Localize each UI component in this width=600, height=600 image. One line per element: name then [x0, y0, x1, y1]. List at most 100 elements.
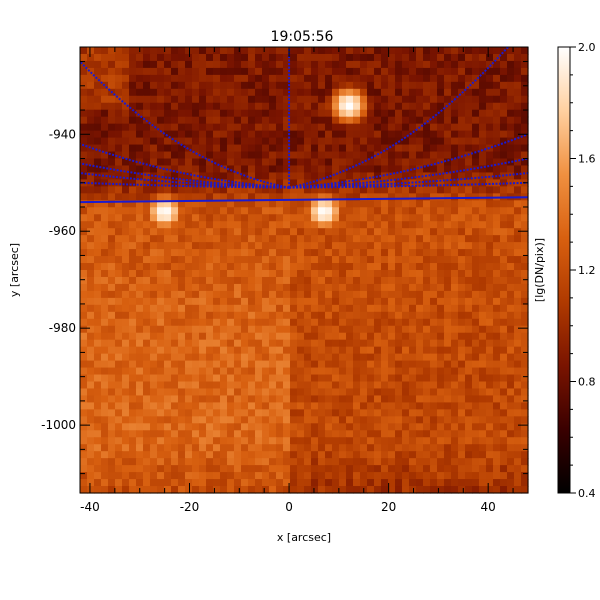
heatmap-cell [430, 486, 438, 494]
heatmap-cell [220, 53, 228, 62]
heatmap-cell [409, 81, 417, 90]
heatmap-cell [136, 67, 144, 76]
heatmap-cell [395, 186, 403, 194]
heatmap-cell [381, 67, 389, 76]
heatmap-cell [157, 318, 165, 327]
heatmap-cell [234, 242, 242, 250]
heatmap-cell [290, 374, 298, 383]
heatmap-cell [318, 88, 326, 97]
heatmap-cell [472, 158, 480, 167]
heatmap-cell [283, 242, 291, 250]
heatmap-cell [164, 430, 172, 438]
heatmap-cell [248, 67, 256, 76]
heatmap-cell [143, 200, 151, 208]
heatmap-cell [381, 158, 389, 167]
heatmap-cell [416, 297, 424, 306]
heatmap-cell [444, 67, 452, 76]
heatmap-cell [402, 381, 410, 390]
heatmap-cell [360, 151, 368, 160]
heatmap-cell [213, 74, 221, 83]
heatmap-cell [437, 395, 445, 404]
heatmap-cell [493, 360, 501, 369]
heatmap-cell [458, 430, 466, 438]
heatmap-cell [80, 228, 88, 236]
heatmap-cell [136, 353, 144, 362]
heatmap-cell [388, 214, 396, 222]
heatmap-cell [129, 137, 137, 146]
heatmap-cell [185, 423, 193, 431]
heatmap-cell [402, 304, 410, 313]
heatmap-cell [115, 381, 123, 390]
heatmap-cell [451, 235, 459, 243]
heatmap-cell [479, 402, 487, 410]
heatmap-cell [115, 409, 123, 417]
heatmap-cell [206, 200, 214, 208]
heatmap-cell [332, 430, 340, 438]
heatmap-cell [80, 339, 88, 348]
heatmap-cell [171, 479, 179, 487]
heatmap-cell [94, 270, 102, 278]
heatmap-cell [178, 158, 186, 167]
heatmap-cell [234, 409, 242, 417]
heatmap-cell [164, 256, 172, 264]
x-tick-label: 20 [381, 500, 396, 514]
heatmap-cell [262, 186, 270, 194]
heatmap-cell [325, 88, 333, 97]
heatmap-cell [255, 346, 263, 355]
heatmap-cell [311, 374, 319, 383]
heatmap-cell [290, 430, 298, 438]
heatmap-cell [367, 60, 375, 69]
heatmap-cell [171, 374, 179, 383]
heatmap-cell [178, 367, 186, 376]
heatmap-cell [150, 270, 158, 278]
heatmap-cell [388, 381, 396, 390]
heatmap-cell [458, 214, 466, 222]
heatmap-cell [325, 95, 333, 104]
colorbar-tick-label: 0.8 [578, 376, 596, 389]
heatmap-cell [101, 409, 109, 417]
heatmap-cell [346, 332, 354, 341]
heatmap-cell [381, 409, 389, 417]
heatmap-cell [332, 95, 340, 104]
heatmap-cell [87, 47, 95, 55]
heatmap-cell [325, 430, 333, 438]
heatmap-cell [402, 60, 410, 69]
heatmap-cell [129, 53, 137, 62]
heatmap-cell [199, 381, 207, 390]
heatmap-cell [157, 102, 165, 111]
heatmap-cell [507, 416, 515, 424]
heatmap-cell [171, 486, 179, 494]
heatmap-cell [500, 242, 508, 250]
heatmap-cell [339, 346, 347, 355]
heatmap-cell [94, 116, 102, 125]
heatmap-cell [360, 325, 368, 334]
heatmap-cell [129, 395, 137, 404]
heatmap-cell [157, 395, 165, 404]
heatmap-cell [185, 367, 193, 376]
heatmap-cell [367, 67, 375, 76]
heatmap-cell [283, 228, 291, 236]
heatmap-cell [381, 332, 389, 341]
heatmap-cell [206, 325, 214, 334]
heatmap-cell [409, 263, 417, 271]
heatmap-cell [199, 193, 207, 201]
heatmap-cell [143, 60, 151, 69]
heatmap-cell [381, 451, 389, 459]
heatmap-cell [388, 109, 396, 118]
heatmap-cell [115, 402, 123, 410]
heatmap-cell [185, 74, 193, 83]
heatmap-cell [101, 360, 109, 369]
heatmap-cell [199, 472, 207, 480]
heatmap-cell [353, 339, 361, 348]
heatmap-cell [395, 346, 403, 355]
heatmap-cell [178, 151, 186, 160]
heatmap-cell [157, 311, 165, 320]
heatmap-cell [136, 458, 144, 466]
heatmap-cell [444, 242, 452, 250]
heatmap-cell [150, 283, 158, 292]
heatmap-cell [241, 290, 249, 299]
heatmap-cell [108, 304, 116, 313]
heatmap-cell [283, 137, 291, 146]
heatmap-cell [143, 81, 151, 90]
heatmap-cell [493, 242, 501, 250]
